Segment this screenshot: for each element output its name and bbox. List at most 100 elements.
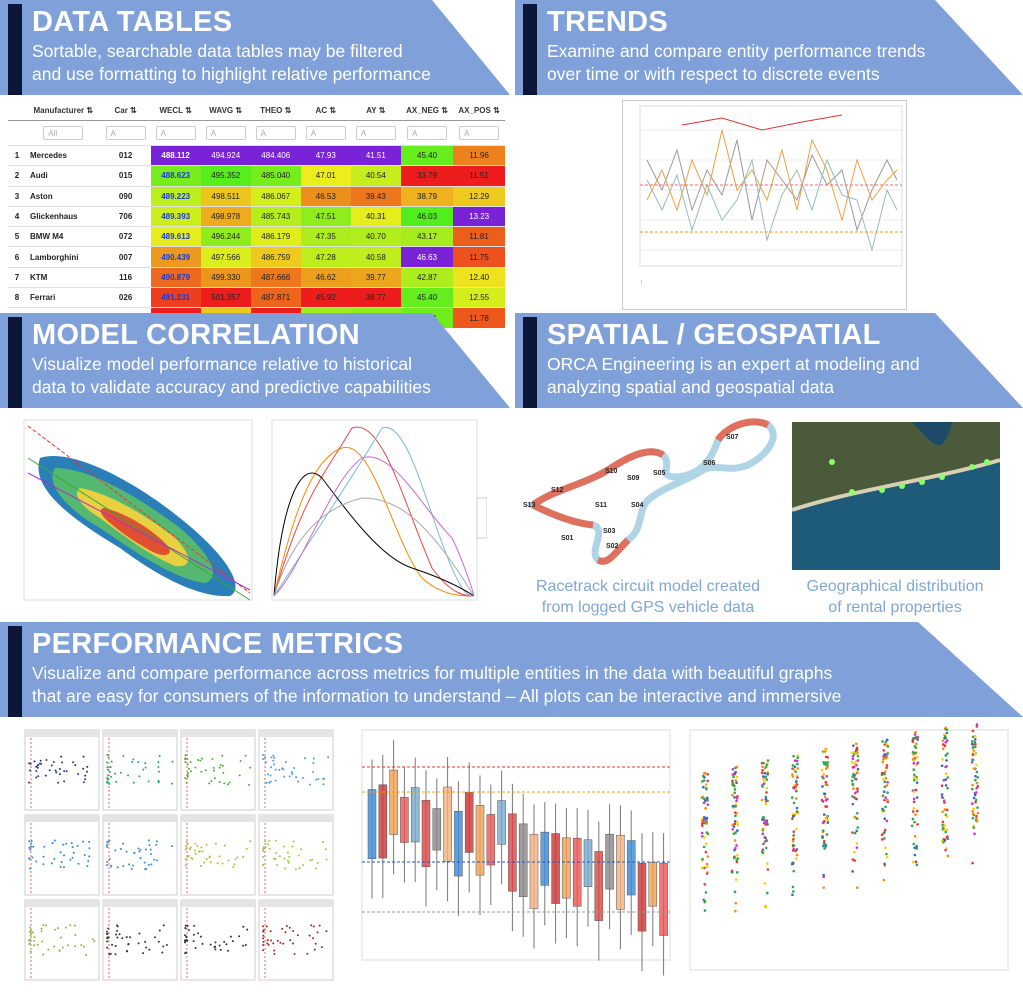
- data-table: Manufacturer ⇅ Car ⇅ WECL ⇅ WAVG ⇅ THEO ⇅ AC …: [8, 100, 505, 328]
- strip-dot: [824, 761, 827, 764]
- facet: [258, 899, 334, 981]
- facet-dot: [219, 764, 222, 767]
- heat-cell: 46.53: [300, 185, 351, 207]
- strip-dot: [916, 809, 919, 813]
- strip-dot: [734, 909, 737, 913]
- facet-dot: [30, 839, 33, 842]
- strip-dot: [944, 740, 947, 744]
- box: [410, 787, 420, 843]
- table-cell: 015: [100, 165, 151, 187]
- section-title: MODEL CORRELATION: [32, 319, 360, 351]
- facet: [180, 899, 256, 981]
- facet-dot: [313, 948, 316, 951]
- strip-dot: [913, 846, 917, 850]
- strip-dot: [735, 844, 738, 847]
- facet-dot: [278, 768, 281, 771]
- strip-dot: [736, 823, 740, 827]
- strip-dot: [795, 783, 799, 786]
- header-cell: WAVG ⇅: [200, 100, 251, 121]
- strip-dot: [703, 909, 707, 912]
- facet-dot: [29, 848, 32, 851]
- strip-dot: [824, 805, 827, 808]
- box: [367, 789, 377, 860]
- strip-dot: [761, 777, 765, 781]
- strip-dot: [794, 797, 798, 800]
- facet-dot: [165, 944, 168, 947]
- strip-dot: [824, 844, 828, 848]
- facet-dot: [184, 848, 187, 851]
- facet-dot: [114, 944, 117, 947]
- strip-dot: [946, 786, 949, 790]
- strip-dot: [733, 791, 737, 795]
- strip-dot: [822, 844, 825, 848]
- facet-dot: [272, 759, 275, 762]
- strip-dot: [885, 784, 889, 787]
- section-banner: MODEL CORRELATION Visualize model perform…: [0, 313, 510, 408]
- strip-dot: [795, 810, 799, 813]
- strip-dot: [762, 780, 766, 783]
- strip-dot: [856, 771, 859, 774]
- facet-dot: [65, 770, 68, 773]
- strip-dot: [944, 754, 948, 757]
- facet-dot: [122, 754, 125, 757]
- facet-dot: [315, 778, 318, 781]
- strip-dot: [946, 776, 950, 779]
- facet-dot: [276, 939, 279, 942]
- facet-dot: [38, 762, 41, 765]
- strip-dot: [762, 842, 765, 846]
- facet-dot: [122, 865, 125, 868]
- facet-dot: [43, 845, 46, 848]
- strip-dot: [883, 798, 886, 802]
- facet-dot: [262, 937, 265, 940]
- facet-dot: [40, 930, 43, 933]
- facet-dot: [147, 780, 150, 783]
- facet-dot: [185, 951, 188, 954]
- facet-dot: [35, 769, 38, 772]
- filter-input: A: [459, 126, 500, 140]
- strip-dot: [972, 796, 976, 800]
- strip-dot: [852, 765, 856, 769]
- strip-dot: [731, 781, 734, 785]
- strip-dot: [912, 736, 916, 740]
- facet-strip: [259, 730, 333, 737]
- strip-dot: [733, 848, 736, 852]
- strip-dot: [945, 759, 948, 762]
- facet-dot: [157, 770, 160, 773]
- facet-strip: [103, 730, 177, 737]
- facet-dot: [139, 857, 142, 860]
- strip-dot: [884, 769, 887, 773]
- heat-cell: 45.40: [400, 287, 454, 308]
- table-row: 6 Lamborghini 007 490.439 497.566 486.759 47.2…: [8, 246, 505, 268]
- strip-dot: [916, 823, 919, 826]
- strip-dot: [796, 754, 800, 757]
- facet-dot: [74, 763, 77, 766]
- strip-dot: [944, 848, 947, 852]
- facet-dot: [60, 936, 63, 939]
- strip-dot: [733, 856, 736, 860]
- strip-dot: [855, 746, 859, 750]
- strip-dot: [822, 839, 826, 843]
- facet-dot: [65, 926, 68, 929]
- strip-dot: [796, 776, 799, 779]
- strip-dot: [792, 890, 795, 893]
- facet-dot: [87, 859, 90, 862]
- filter-input: A: [105, 126, 146, 140]
- facet-dot: [212, 769, 215, 772]
- caption: from logged GPS vehicle data: [541, 599, 755, 616]
- facet-dot: [61, 761, 64, 764]
- facet-dot: [55, 771, 58, 774]
- facet-dot: [144, 848, 147, 851]
- strip-dot: [706, 855, 710, 858]
- facet-dot: [184, 939, 187, 942]
- facet-dot: [262, 850, 265, 853]
- strip-dot: [735, 858, 739, 862]
- strip-dot: [705, 865, 709, 868]
- strip-dot: [882, 754, 885, 758]
- heat-cell: 47.93: [300, 144, 351, 166]
- facet-dot: [314, 942, 317, 945]
- box: [454, 811, 463, 877]
- strip-dot: [761, 769, 764, 772]
- facet-dot: [218, 855, 221, 858]
- section-description: Sortable, searchable data tables may be …: [32, 41, 403, 61]
